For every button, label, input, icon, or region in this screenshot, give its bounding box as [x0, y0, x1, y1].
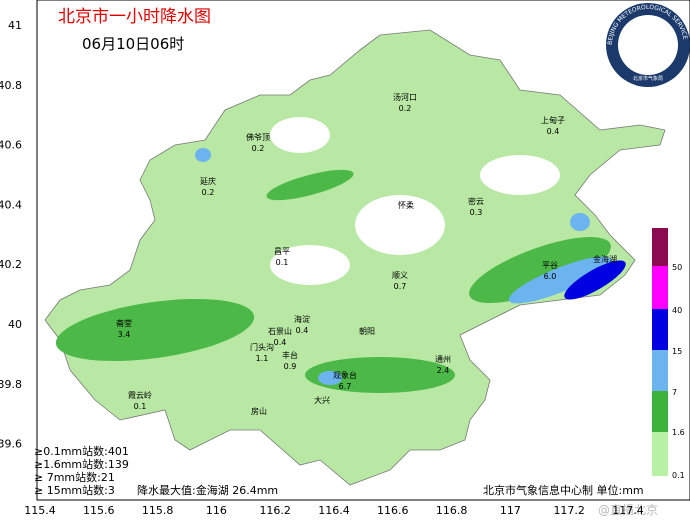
- station-name: 大兴: [314, 395, 330, 405]
- station-name: 海淀: [294, 314, 310, 324]
- station-value: 0.4: [296, 326, 309, 335]
- legend-label: 40: [672, 306, 682, 315]
- title: 北京市一小时降水图: [58, 7, 211, 27]
- station-name: 汤河口: [393, 92, 417, 102]
- station-name: 丰台: [282, 350, 298, 360]
- station-value: 6.7: [339, 382, 352, 391]
- stat-line: ≥ 7mm站数:21: [34, 470, 115, 484]
- station-value: 0.2: [252, 144, 265, 153]
- x-axis-label: 117.2: [553, 504, 585, 517]
- x-axis-label: 116.8: [436, 504, 468, 517]
- station-value: 0.2: [399, 104, 412, 113]
- station-value: 0.2: [202, 188, 215, 197]
- logo-subtext: 北京市气象局: [633, 75, 663, 82]
- station-value: 0.9: [284, 362, 297, 371]
- station-value: 3.4: [118, 330, 131, 339]
- station-value: 0.1: [134, 402, 147, 411]
- y-axis-label: 40.8: [0, 79, 22, 92]
- station-name: 顺义: [392, 271, 408, 280]
- legend-label: 1.6: [672, 428, 685, 437]
- station-name: 金海湖: [593, 254, 617, 264]
- station-value: 0.4: [274, 338, 287, 347]
- x-axis-label: 117.4: [612, 504, 644, 517]
- station-name: 平谷: [542, 261, 558, 270]
- station-name: 房山: [251, 406, 267, 416]
- stat-line: ≥1.6mm站数:139: [34, 457, 129, 471]
- station-name: 观象台: [333, 370, 357, 380]
- station-name: 昌平: [274, 247, 290, 256]
- beijing-region: [44, 29, 666, 486]
- station-name: 霞云岭: [128, 390, 152, 400]
- y-axis-label: 41: [8, 19, 22, 32]
- legend-label: 50: [672, 263, 682, 272]
- y-axis-label: 39.8: [0, 378, 22, 391]
- time: 06月10日06时: [82, 35, 184, 53]
- station-name: 石景山: [268, 326, 292, 336]
- precip-areas: [55, 117, 626, 393]
- x-axis-label: 116.6: [377, 504, 409, 517]
- station-name: 通州: [435, 354, 451, 364]
- y-axis-label: 40: [8, 318, 22, 331]
- legend-label: 15: [672, 347, 682, 356]
- x-axis-label: 116.4: [318, 504, 350, 517]
- station-name: 上甸子: [541, 115, 565, 125]
- max-note: 降水最大值:金海湖 26.4mm: [137, 483, 278, 497]
- station-value: 0.1: [276, 258, 289, 267]
- station-name: 怀柔: [398, 200, 414, 210]
- station-name: 延庆: [200, 176, 216, 186]
- x-axis-label: 117: [500, 504, 521, 517]
- station-name: 朝阳: [359, 327, 375, 336]
- station-value: 0.3: [470, 208, 483, 217]
- stat-line: ≥0.1mm站数:401: [34, 444, 129, 458]
- station-name: 门头沟: [250, 342, 274, 352]
- station-value: 2.4: [437, 366, 450, 375]
- legend: [652, 228, 668, 476]
- watermark: @直播北京: [598, 503, 658, 517]
- x-axis-label: 116.2: [259, 504, 291, 517]
- y-axis-label: 40.2: [0, 258, 22, 271]
- logo: BEIJING METEOROLOGICAL SERVICE 北京市气象局: [606, 3, 690, 87]
- x-axis-label: 115.4: [24, 504, 56, 517]
- y-axis-label: 40.6: [0, 139, 22, 152]
- station-value: 1.1: [256, 354, 269, 363]
- x-axis-label: 115.8: [142, 504, 174, 517]
- station-name: 佛爷顶: [246, 132, 270, 142]
- credit: 北京市气象信息中心制 单位:mm: [483, 483, 644, 497]
- station-value: 6.0: [544, 272, 557, 281]
- y-axis-label: 40.4: [0, 198, 22, 211]
- y-axis-label: 39.6: [0, 438, 22, 451]
- x-axis-label: 116: [206, 504, 227, 517]
- station-value: 0.4: [547, 127, 560, 136]
- station-name: 密云: [468, 196, 484, 206]
- legend-label: 0.1: [672, 471, 685, 480]
- station-value: 0.7: [394, 282, 407, 291]
- x-axis-label: 115.6: [83, 504, 115, 517]
- stat-line: ≥ 15mm站数:3: [34, 483, 115, 497]
- station-name: 斋堂: [116, 318, 132, 328]
- legend-label: 7: [672, 388, 677, 397]
